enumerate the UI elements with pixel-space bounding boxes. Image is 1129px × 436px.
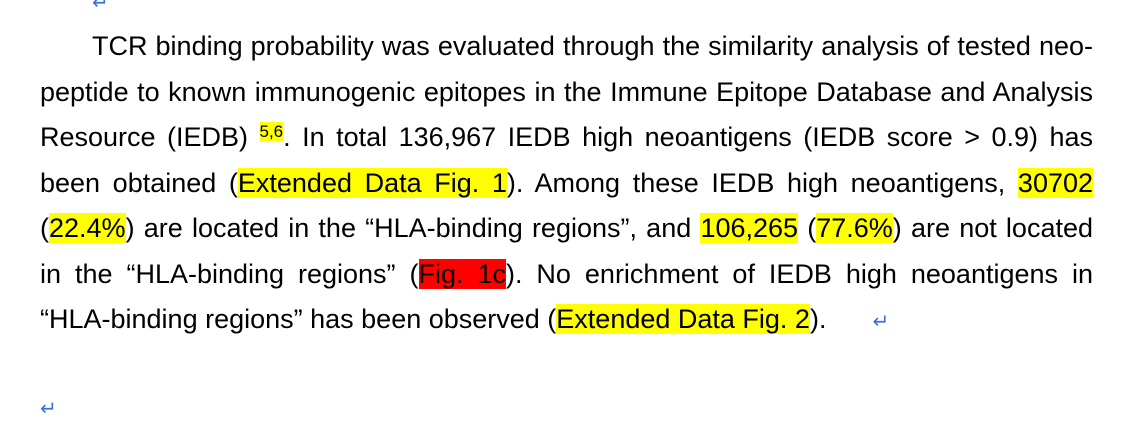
paragraph-mark-icon: ↵ [40,396,57,420]
paragraph-text: ). [809,304,827,334]
paragraph-text: ). Among these IEDB high neoantigens, [506,167,1018,198]
paragraph-mark-icon: ↵ [872,309,890,333]
paragraph-text: ) are located in the “HLA-binding region… [125,213,701,243]
paragraph-text: ( [40,213,49,243]
paragraph-text: TCR binding probability was evaluated th… [40,31,1093,152]
paragraph-text: ) are not located in the “HLA-binding re… [40,213,1093,289]
highlight-extended-data-fig-1[interactable]: Extended Data Fig. 1 [237,167,507,198]
highlight-fig-1c[interactable]: Fig. 1c [418,258,506,289]
paragraph-text: ). No enrichment of IEDB high neoantigen… [40,258,1093,335]
highlight-count-in-regions[interactable]: 30702 [1017,167,1094,198]
body-paragraph[interactable]: TCR binding probability was evaluated th… [40,24,1094,345]
paragraph-mark-icon: ↵ [92,0,109,14]
highlight-percent-out-regions[interactable]: 77.6% [816,213,893,243]
citation-superscript[interactable]: 5,6 [259,122,284,141]
highlight-extended-data-fig-2[interactable]: Extended Data Fig. 2 [556,304,810,334]
paragraph-text: ( [798,213,817,243]
highlight-percent-in-regions[interactable]: 22.4% [49,213,126,243]
paragraph-text: . In total 136,967 IEDB high neoantigens… [40,122,1094,198]
highlight-count-out-regions[interactable]: 106,265 [700,213,799,243]
